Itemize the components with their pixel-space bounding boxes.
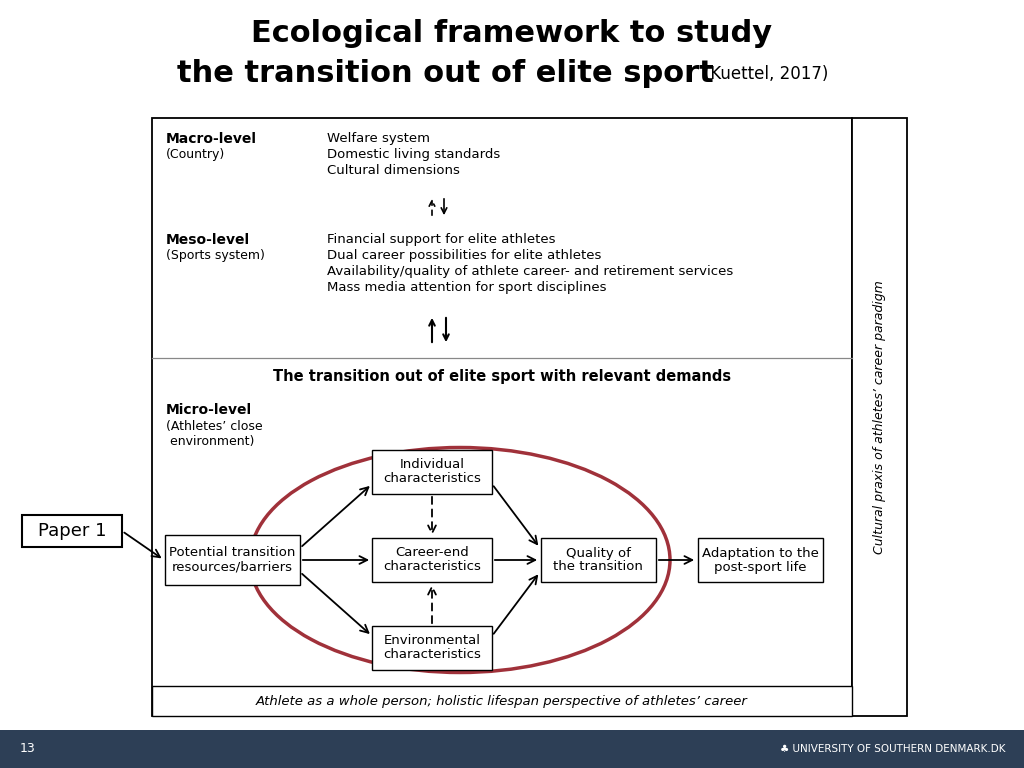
Bar <box>372 450 492 494</box>
Text: Micro-level: Micro-level <box>166 403 252 417</box>
Text: Adaptation to the: Adaptation to the <box>701 547 818 560</box>
Text: ♣ UNIVERSITY OF SOUTHERN DENMARK.DK: ♣ UNIVERSITY OF SOUTHERN DENMARK.DK <box>779 744 1005 754</box>
Text: Mass media attention for sport disciplines: Mass media attention for sport disciplin… <box>327 281 606 294</box>
Text: 13: 13 <box>20 743 36 756</box>
Bar <box>372 538 492 582</box>
Bar <box>152 118 852 716</box>
Text: the transition out of elite sport: the transition out of elite sport <box>176 59 714 88</box>
Text: Cultural dimensions: Cultural dimensions <box>327 164 460 177</box>
Text: characteristics: characteristics <box>383 561 481 574</box>
Text: Environmental: Environmental <box>384 634 480 647</box>
Text: Welfare system: Welfare system <box>327 132 430 145</box>
Text: The transition out of elite sport with relevant demands: The transition out of elite sport with r… <box>273 369 731 383</box>
Text: Macro-level: Macro-level <box>166 132 257 146</box>
Text: Potential transition: Potential transition <box>169 547 295 560</box>
Text: (Country): (Country) <box>166 148 225 161</box>
Bar <box>541 538 655 582</box>
Text: (Kuettel, 2017): (Kuettel, 2017) <box>703 65 828 83</box>
Bar <box>697 538 822 582</box>
Text: Meso-level: Meso-level <box>166 233 250 247</box>
Bar <box>0 730 1024 768</box>
Bar <box>852 118 907 716</box>
Text: characteristics: characteristics <box>383 472 481 485</box>
Text: resources/barriers: resources/barriers <box>171 561 293 574</box>
Text: Dual career possibilities for elite athletes: Dual career possibilities for elite athl… <box>327 249 601 262</box>
Text: Financial support for elite athletes: Financial support for elite athletes <box>327 233 555 246</box>
Text: Domestic living standards: Domestic living standards <box>327 148 501 161</box>
Text: Quality of: Quality of <box>565 547 631 560</box>
Text: characteristics: characteristics <box>383 648 481 661</box>
Text: the transition: the transition <box>553 561 643 574</box>
Text: (Athletes’ close
 environment): (Athletes’ close environment) <box>166 420 262 448</box>
Bar <box>152 686 852 716</box>
Bar <box>372 626 492 670</box>
Text: (Sports system): (Sports system) <box>166 249 265 262</box>
Text: Athlete as a whole person; holistic lifespan perspective of athletes’ career: Athlete as a whole person; holistic life… <box>256 694 748 707</box>
Text: Paper 1: Paper 1 <box>38 522 106 540</box>
Text: Ecological framework to study: Ecological framework to study <box>252 19 772 48</box>
Text: Availability/quality of athlete career- and retirement services: Availability/quality of athlete career- … <box>327 265 733 278</box>
Bar <box>165 535 299 585</box>
Text: Individual: Individual <box>399 458 465 472</box>
Text: Cultural praxis of athletes’ career paradigm: Cultural praxis of athletes’ career para… <box>873 280 886 554</box>
Text: Career-end: Career-end <box>395 547 469 560</box>
Bar <box>22 515 122 547</box>
Text: post-sport life: post-sport life <box>714 561 806 574</box>
